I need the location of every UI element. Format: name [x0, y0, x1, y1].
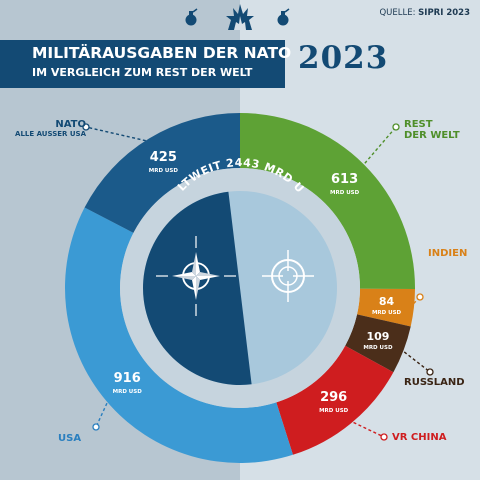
callout-usa: USA [58, 433, 98, 444]
source-label: QUELLE: [379, 8, 416, 18]
callout-lines [82, 123, 434, 441]
callout-line-usa [95, 397, 110, 428]
slice-value-india: 84 [379, 295, 395, 308]
callout-rest: REST DER WELT [404, 119, 474, 141]
callout-india: INDIEN [428, 248, 468, 259]
callout-name-usa: USA [58, 433, 82, 444]
callout-dot-usa [92, 423, 100, 431]
callout-name-china: VR CHINA [392, 432, 447, 443]
slice-unit-usa: MRD USD [113, 389, 143, 395]
slice-value-usa: 916 [114, 371, 141, 386]
callout-sub-nato: ALLE AUSSER USA [15, 130, 86, 138]
slice-china [276, 345, 394, 455]
donut-ring [64, 113, 415, 463]
callout-dot-russia [426, 368, 434, 376]
source-value: SIPRI 2023 [418, 8, 470, 18]
slice-india [357, 288, 415, 327]
crosshair-icon [262, 250, 314, 302]
callout-name-rest: REST DER WELT [404, 119, 460, 141]
slice-value-russia: 109 [366, 330, 389, 343]
slice-rest [240, 113, 415, 290]
slice-unit-india: MRD USD [372, 310, 402, 316]
slice-unit-russia: MRD USD [363, 345, 393, 351]
callout-name-nato: NATO [55, 119, 86, 130]
page-title: MILITÄRAUSGABEN DER NATO [32, 44, 292, 62]
callout-line-china [348, 419, 385, 438]
slice-unit-nato: MRD USD [149, 168, 179, 174]
callout-name-india: INDIEN [428, 248, 468, 259]
callout-nato: NATO ALLE AUSSER USA [6, 119, 86, 138]
explosion-icon [226, 4, 254, 30]
slice-value-nato: 425 [150, 150, 177, 165]
slice-value-rest: 613 [331, 172, 358, 187]
callout-dot-china [380, 433, 388, 441]
callout-name-russia: RUSSLAND [404, 377, 465, 388]
callout-dot-india [416, 293, 424, 301]
slice-unit-china: MRD USD [319, 408, 349, 414]
callout-line-nato [85, 126, 152, 143]
callout-china: VR CHINA [392, 432, 462, 443]
value-labels: 613 MRD USD 84 MRD USD 109 MRD USD 296 MRD USD 9… [113, 150, 402, 414]
inner-circle [142, 191, 337, 385]
slice-value-china: 296 [320, 390, 347, 405]
callout-dot-rest [392, 123, 400, 131]
slice-russia [345, 314, 411, 373]
callout-russia: RUSSLAND [404, 377, 474, 388]
slice-usa [64, 207, 293, 463]
slice-unit-rest: MRD USD [330, 190, 360, 196]
title-banner [0, 40, 285, 88]
grenade-icon [277, 8, 290, 26]
grenade-icon [185, 8, 198, 26]
slice-nato [84, 113, 241, 233]
top-icons [185, 4, 290, 30]
callout-line-russia [399, 348, 431, 373]
source-note: QUELLE: SIPRI 2023 [379, 8, 470, 18]
callout-dot-nato [82, 123, 90, 131]
year-label: 2023 [298, 40, 389, 76]
nato-compass-icon [156, 236, 236, 316]
callout-line-rest [360, 126, 397, 168]
page-subtitle: IM VERGLEICH ZUM REST DER WELT [32, 66, 253, 79]
inner-icons [156, 236, 314, 316]
